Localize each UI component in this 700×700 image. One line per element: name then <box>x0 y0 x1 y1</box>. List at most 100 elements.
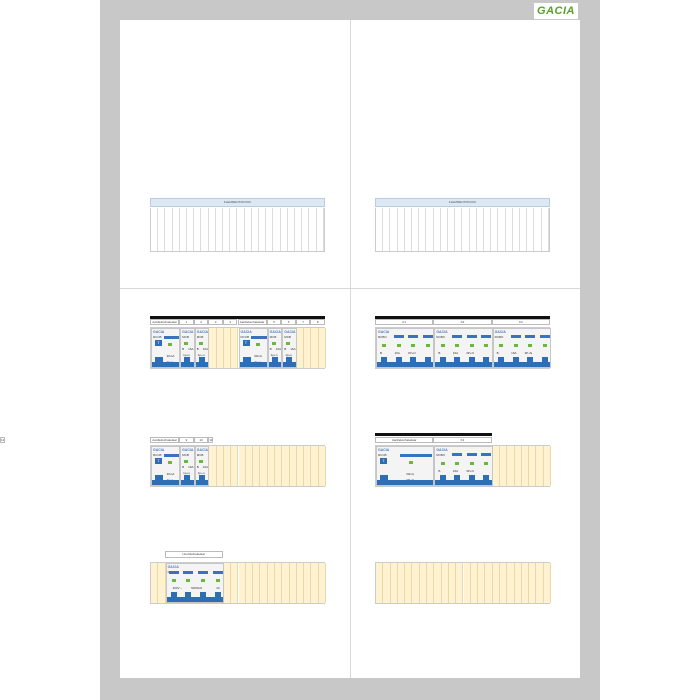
empty-module-slot[interactable] <box>492 563 500 603</box>
toggle-handle[interactable] <box>454 475 461 481</box>
empty-module-slot[interactable] <box>514 563 522 603</box>
empty-module-slot[interactable] <box>238 563 246 603</box>
empty-module-slot[interactable] <box>478 563 486 603</box>
empty-module-slot[interactable] <box>304 446 312 486</box>
empty-module-slot[interactable] <box>267 446 275 486</box>
empty-module-slot[interactable] <box>209 328 217 368</box>
empty-module-slot[interactable] <box>507 563 515 603</box>
empty-module-slot[interactable] <box>456 563 464 603</box>
empty-module-slot[interactable] <box>507 446 515 486</box>
toggle-handle[interactable] <box>468 475 475 481</box>
empty-module-slot[interactable] <box>296 446 305 486</box>
empty-module-slot[interactable] <box>521 446 530 486</box>
mcb-device[interactable]: GACIA MCB B 16A 1p+n <box>267 328 283 368</box>
empty-module-slot[interactable] <box>419 563 428 603</box>
empty-module-slot[interactable] <box>289 563 297 603</box>
empty-module-slot[interactable] <box>485 563 493 603</box>
empty-module-slot[interactable] <box>543 563 551 603</box>
empty-module-slot[interactable] <box>209 446 217 486</box>
toggle-handle[interactable] <box>468 357 475 363</box>
toggle-handle[interactable] <box>439 475 446 481</box>
toggle-handle[interactable] <box>185 592 192 598</box>
toggle-handle[interactable] <box>483 357 490 363</box>
empty-module-slot[interactable] <box>289 446 297 486</box>
toggle-handle[interactable] <box>483 475 490 481</box>
empty-module-slot[interactable] <box>245 563 254 603</box>
toggle-handle[interactable] <box>439 357 446 363</box>
toggle-handle[interactable] <box>200 592 207 598</box>
toggle-handle[interactable] <box>198 475 205 481</box>
toggle-handle[interactable] <box>286 357 293 363</box>
toggle-handle[interactable] <box>184 475 191 481</box>
empty-module-slot[interactable] <box>529 563 537 603</box>
toggle-handle[interactable] <box>512 357 519 363</box>
rcbo-device[interactable]: GACIA RCBO B 16A 3P+N <box>492 328 551 368</box>
empty-module-slot[interactable] <box>427 563 435 603</box>
empty-module-slot[interactable] <box>448 563 457 603</box>
rcd-device[interactable]: GACIARCCBT30mA2p+n <box>151 328 181 368</box>
empty-module-slot[interactable] <box>499 446 508 486</box>
test-button[interactable]: T <box>242 340 250 346</box>
empty-module-slot[interactable] <box>216 446 224 486</box>
rcd4-device[interactable]: GACIARCCBT30mA3P+N <box>376 446 435 486</box>
empty-module-slot[interactable] <box>223 328 232 368</box>
empty-module-slot[interactable] <box>274 563 283 603</box>
mcb-device[interactable]: GACIA MCB B 16A 1p+n <box>282 328 297 368</box>
empty-module-slot[interactable] <box>311 563 319 603</box>
empty-module-slot[interactable] <box>253 563 261 603</box>
empty-module-slot[interactable] <box>245 446 254 486</box>
empty-module-slot[interactable] <box>311 446 319 486</box>
test-button[interactable]: T <box>380 458 387 464</box>
empty-module-slot[interactable] <box>529 446 537 486</box>
empty-module-slot[interactable] <box>405 563 413 603</box>
empty-module-slot[interactable] <box>318 446 326 486</box>
toggle-handle[interactable] <box>214 592 221 598</box>
empty-module-slot[interactable] <box>223 563 232 603</box>
empty-module-slot[interactable] <box>223 446 232 486</box>
toggle-handle[interactable] <box>425 357 432 363</box>
empty-module-slot[interactable] <box>492 446 500 486</box>
empty-module-slot[interactable] <box>231 328 239 368</box>
empty-module-slot[interactable] <box>311 328 319 368</box>
mcb-device[interactable]: GACIA MCB B 16A 1p+n <box>180 446 195 486</box>
toggle-handle[interactable] <box>380 475 388 481</box>
empty-module-slot[interactable] <box>412 563 420 603</box>
empty-module-slot[interactable] <box>231 446 239 486</box>
rcd-device[interactable]: GACIARCCBT30mA2p+n <box>238 328 268 368</box>
empty-module-slot[interactable] <box>434 563 442 603</box>
toggle-handle[interactable] <box>170 592 177 598</box>
empty-module-slot[interactable] <box>390 563 398 603</box>
empty-module-slot[interactable] <box>158 563 166 603</box>
empty-module-slot[interactable] <box>274 446 283 486</box>
toggle-handle[interactable] <box>271 357 278 363</box>
empty-module-slot[interactable] <box>260 563 268 603</box>
test-button[interactable]: T <box>155 340 162 346</box>
empty-module-slot[interactable] <box>463 563 471 603</box>
empty-module-slot[interactable] <box>267 563 275 603</box>
empty-module-slot[interactable] <box>304 328 312 368</box>
empty-module-slot[interactable] <box>282 563 290 603</box>
empty-module-slot[interactable] <box>231 563 239 603</box>
toggle-handle[interactable] <box>184 357 191 363</box>
empty-module-slot[interactable] <box>383 563 391 603</box>
empty-module-slot[interactable] <box>253 446 261 486</box>
toggle-handle[interactable] <box>454 357 461 363</box>
empty-module-slot[interactable] <box>318 563 326 603</box>
rcbo-device[interactable]: GACIA RCBO B 16A 3P+N <box>376 328 435 368</box>
toggle-handle[interactable] <box>155 357 163 363</box>
toggle-handle[interactable] <box>198 357 205 363</box>
toggle-handle[interactable] <box>541 357 548 363</box>
empty-module-slot[interactable] <box>296 563 305 603</box>
empty-module-slot[interactable] <box>376 563 384 603</box>
empty-module-slot[interactable] <box>397 563 406 603</box>
empty-module-slot[interactable] <box>499 563 508 603</box>
empty-module-slot[interactable] <box>536 563 544 603</box>
empty-module-slot[interactable] <box>521 563 530 603</box>
toggle-handle[interactable] <box>410 357 417 363</box>
empty-module-slot[interactable] <box>536 446 544 486</box>
rcbo-device[interactable]: GACIA RCBO B 16A 3P+N <box>434 328 493 368</box>
toggle-handle[interactable] <box>395 357 402 363</box>
empty-module-slot[interactable] <box>151 563 159 603</box>
toggle-handle[interactable] <box>497 357 504 363</box>
